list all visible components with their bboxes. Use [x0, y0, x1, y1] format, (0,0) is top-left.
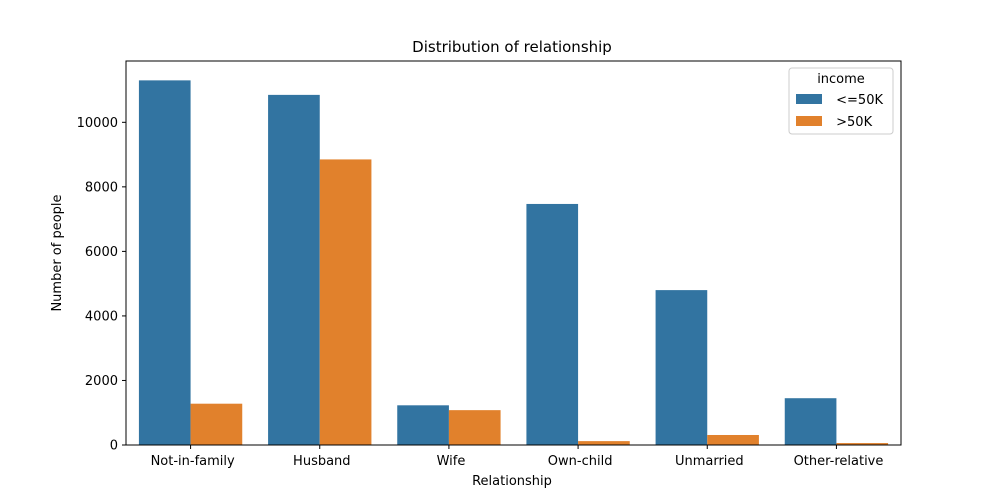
y-tick-label: 0	[110, 439, 118, 454]
x-tick-label: Wife	[432, 454, 465, 469]
chart-title: Distribution of relationship	[412, 38, 612, 56]
x-axis-label: Relationship	[472, 474, 552, 489]
legend: income <=50K >50K	[788, 67, 894, 135]
plot-frame	[125, 60, 902, 446]
y-axis-label: Number of people	[50, 194, 65, 311]
bar	[655, 290, 708, 445]
y-tick-label: 2000	[85, 374, 118, 389]
y-tick-label: 8000	[85, 180, 118, 195]
bar	[836, 443, 889, 445]
bar	[448, 410, 501, 445]
legend-entry-label: <=50K	[832, 93, 883, 108]
y-tick-label: 4000	[85, 309, 118, 324]
bar	[268, 94, 320, 445]
bar	[319, 159, 372, 445]
bar	[784, 398, 837, 445]
x-tick-label: Unmarried	[671, 454, 744, 469]
y-tick-label: 6000	[85, 245, 118, 260]
legend-swatch	[796, 116, 822, 126]
x-tick-label: Own-child	[544, 454, 613, 469]
bar	[397, 405, 449, 445]
x-tick-label: Not-in-family	[146, 454, 235, 469]
legend-swatch	[796, 94, 822, 104]
legend-entry-label: >50K	[832, 115, 873, 130]
bar	[578, 441, 630, 445]
bar	[526, 203, 579, 445]
bar	[707, 434, 759, 445]
bar	[190, 403, 243, 445]
plot-area: 0 2000 4000 6000 8000 10000 Not-in-family Hus…	[77, 60, 902, 469]
x-tick-label: Husband	[289, 454, 351, 469]
legend-title: income	[817, 72, 865, 87]
y-tick-label: 10000	[77, 116, 118, 131]
bar	[138, 80, 191, 446]
x-tick-label: Other-relative	[789, 454, 883, 469]
